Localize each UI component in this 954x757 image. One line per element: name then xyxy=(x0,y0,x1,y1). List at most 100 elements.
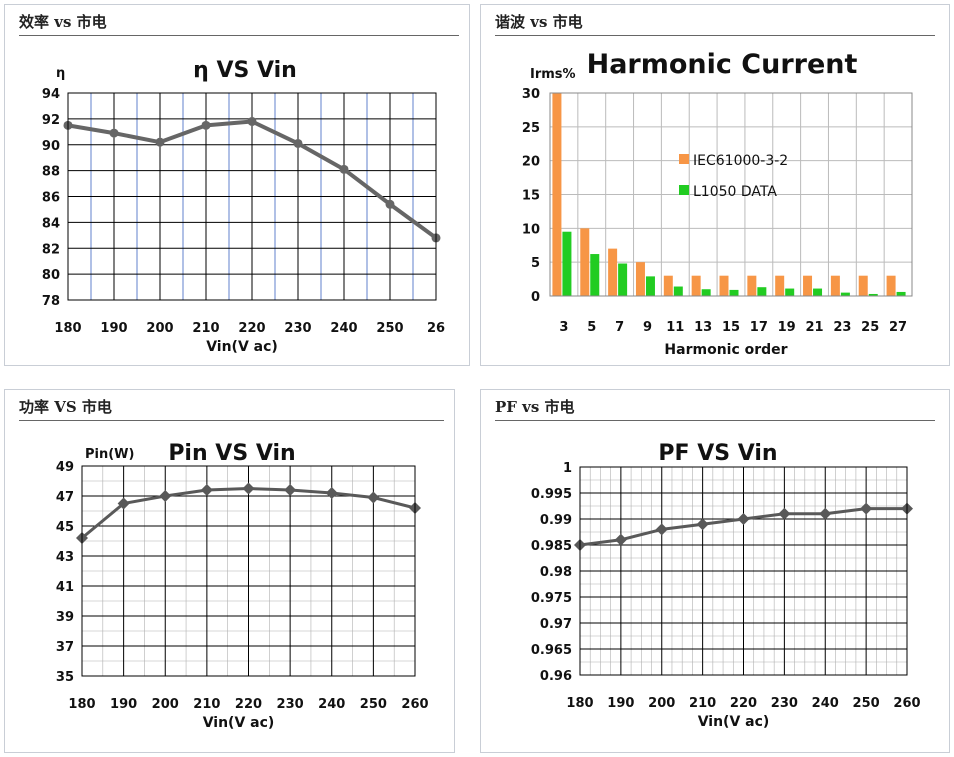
panel-title-rule xyxy=(495,35,935,36)
x-tick-label: 250 xyxy=(376,321,403,336)
bar-l1050-data xyxy=(562,231,572,296)
bar-iec-limit xyxy=(886,275,896,296)
y-tick-label: 39 xyxy=(56,610,74,625)
x-tick-label: 180 xyxy=(54,321,81,336)
panel-title-rule xyxy=(19,35,459,36)
x-tick-label: 220 xyxy=(235,697,262,712)
data-point xyxy=(242,482,255,495)
x-tick-label: 21 xyxy=(805,320,823,335)
bar-l1050-data xyxy=(618,263,628,296)
panel-efficiency: 效率 vs 市电 xyxy=(4,4,470,366)
bar-iec-limit xyxy=(858,275,868,296)
bar-iec-limit xyxy=(747,275,757,296)
plot-border xyxy=(67,92,437,301)
x-tick-label: 23 xyxy=(833,320,851,335)
x-tick-label: 9 xyxy=(643,320,652,335)
x-axis-label: Vin(V ac) xyxy=(203,715,275,731)
y-tick-label: 5 xyxy=(531,256,540,271)
x-tick-label: 220 xyxy=(730,696,757,711)
bar-iec-limit xyxy=(635,262,645,296)
x-tick-label: 250 xyxy=(360,697,387,712)
x-tick-label: 210 xyxy=(192,321,219,336)
y-tick-label: 0.975 xyxy=(531,591,572,606)
x-tick-label: 17 xyxy=(750,320,768,335)
y-tick-label: 78 xyxy=(42,294,60,309)
bar-l1050-data xyxy=(840,292,850,296)
x-tick-label: 260 xyxy=(401,697,428,712)
x-tick-label: 260 xyxy=(893,696,920,711)
data-point xyxy=(284,484,297,496)
panel-title-pf: PF vs 市电 xyxy=(495,398,575,416)
x-tick-label: 240 xyxy=(318,697,345,712)
x-tick-label: 190 xyxy=(607,696,634,711)
bar-iec-limit xyxy=(663,275,673,296)
panel-title-rule xyxy=(19,420,444,421)
bar-l1050-data xyxy=(785,288,795,296)
y-axis-unit: Irms% xyxy=(530,67,576,82)
y-tick-label: 30 xyxy=(522,87,540,102)
bar-iec-limit xyxy=(803,275,813,296)
y-axis-unit: Pin(W) xyxy=(85,447,134,462)
x-tick-label: 230 xyxy=(771,696,798,711)
plot-border xyxy=(81,465,416,677)
y-tick-label: 0.965 xyxy=(531,643,572,658)
y-tick-label: 0.97 xyxy=(540,617,572,632)
data-point xyxy=(159,490,172,502)
y-tick-label: 45 xyxy=(56,520,74,535)
y-tick-label: 94 xyxy=(42,87,60,102)
data-point xyxy=(655,523,668,536)
x-tick-label: 13 xyxy=(694,320,712,335)
y-tick-label: 82 xyxy=(42,242,60,257)
chart-title: Harmonic Current xyxy=(587,49,858,80)
x-axis-label: Vin(V ac) xyxy=(206,339,278,355)
y-tick-label: 92 xyxy=(42,113,60,128)
bar-iec-limit xyxy=(775,275,785,296)
legend-swatch xyxy=(679,154,689,164)
x-tick-label: 250 xyxy=(853,696,880,711)
data-point xyxy=(325,487,338,499)
x-tick-label: 190 xyxy=(110,697,137,712)
y-tick-label: 1 xyxy=(563,461,572,476)
y-axis-unit: η xyxy=(56,66,65,81)
legend-swatch xyxy=(679,185,689,195)
x-tick-label: 3 xyxy=(559,320,568,335)
data-point xyxy=(293,138,303,148)
bar-l1050-data xyxy=(645,276,655,296)
bar-l1050-data xyxy=(896,291,906,296)
data-point xyxy=(819,507,832,520)
y-tick-label: 20 xyxy=(522,155,540,170)
data-point xyxy=(109,128,119,138)
x-tick-label: 200 xyxy=(648,696,675,711)
x-tick-label: 240 xyxy=(812,696,839,711)
data-point xyxy=(778,507,791,520)
data-point xyxy=(696,518,709,531)
x-tick-label: 15 xyxy=(722,320,740,335)
panel-title-efficiency: 效率 vs 市电 xyxy=(19,13,107,31)
y-tick-label: 25 xyxy=(522,121,540,136)
x-tick-label: 180 xyxy=(68,697,95,712)
bar-iec-limit xyxy=(691,275,701,296)
panel-title-power: 功率 VS 市电 xyxy=(19,398,112,416)
y-tick-label: 15 xyxy=(522,189,540,204)
data-point xyxy=(155,137,165,147)
y-tick-label: 0.96 xyxy=(540,669,572,684)
data-point xyxy=(385,199,395,209)
y-tick-label: 88 xyxy=(42,165,60,180)
y-tick-label: 0.995 xyxy=(531,487,572,502)
bar-iec-limit xyxy=(608,248,618,296)
data-point xyxy=(117,497,130,510)
x-tick-label: 230 xyxy=(284,321,311,336)
bar-l1050-data xyxy=(701,289,711,296)
x-tick-label: 200 xyxy=(146,321,173,336)
x-tick-label: 25 xyxy=(861,320,879,335)
y-tick-label: 10 xyxy=(522,222,540,237)
y-tick-label: 84 xyxy=(42,216,60,231)
x-tick-label: 220 xyxy=(238,321,265,336)
y-tick-label: 37 xyxy=(56,640,74,655)
plot-border xyxy=(549,92,913,297)
chart-title: PF VS Vin xyxy=(658,441,777,466)
y-tick-label: 0 xyxy=(531,290,540,305)
